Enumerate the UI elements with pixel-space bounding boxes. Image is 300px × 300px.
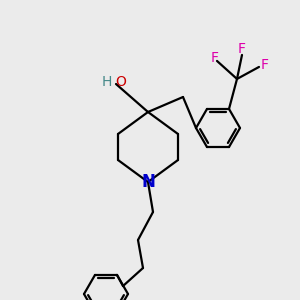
Text: O: O — [115, 75, 126, 89]
Text: F: F — [211, 51, 219, 65]
Text: H: H — [102, 75, 112, 89]
Text: N: N — [141, 173, 155, 191]
Text: F: F — [238, 42, 246, 56]
Text: F: F — [261, 58, 269, 72]
